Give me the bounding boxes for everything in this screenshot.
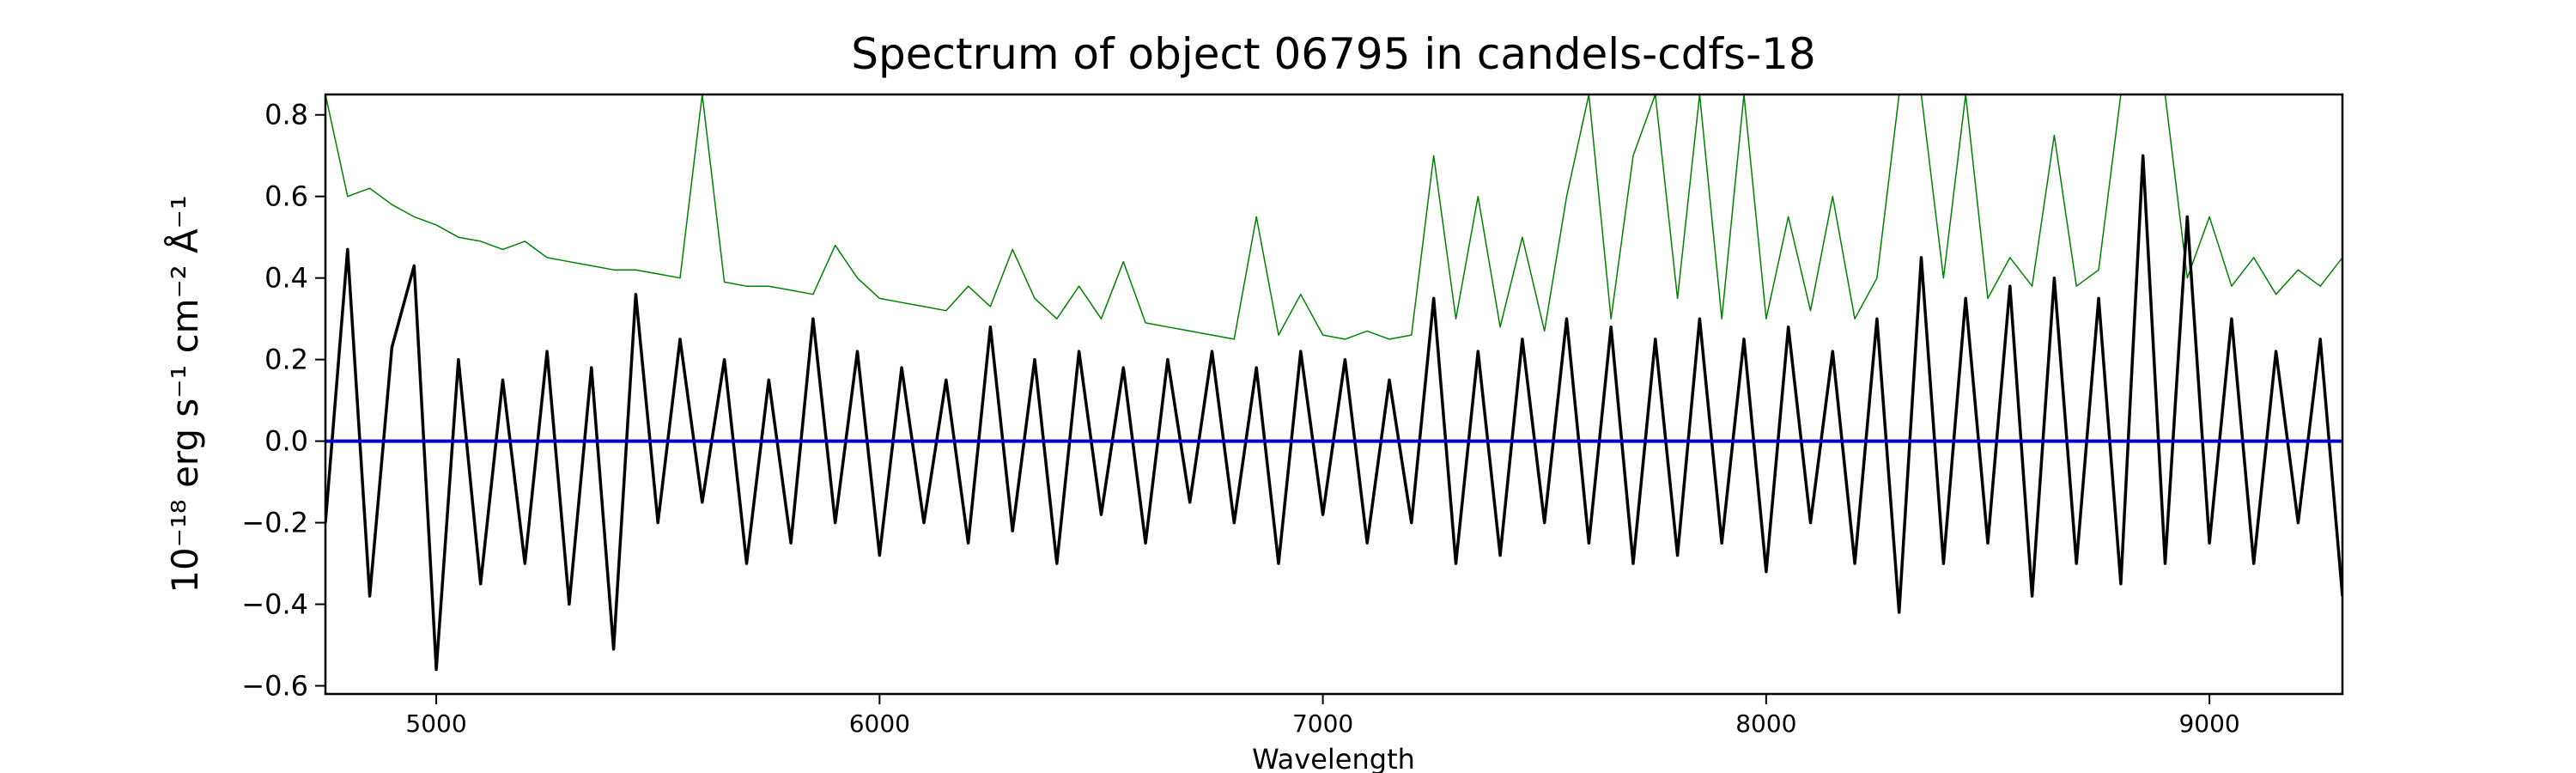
y-tick-label: −0.2 xyxy=(241,507,308,539)
y-tick-label: 0.0 xyxy=(264,425,308,458)
y-tick-label: 0.2 xyxy=(264,344,308,376)
x-tick-label: 8000 xyxy=(1735,709,1796,738)
x-tick-label: 5000 xyxy=(405,709,466,738)
x-axis-label: Wavelength xyxy=(1252,743,1415,773)
x-tick-label: 6000 xyxy=(849,709,910,738)
x-tick-label: 9000 xyxy=(2178,709,2239,738)
y-tick-label: 0.6 xyxy=(264,180,308,213)
spectrum-line xyxy=(325,154,2342,672)
plot-area xyxy=(325,94,2342,672)
y-tick-label: 0.8 xyxy=(264,99,308,131)
plot-frame xyxy=(324,93,2344,696)
y-tick-label: −0.6 xyxy=(241,670,308,703)
spectrum-line xyxy=(325,94,2342,340)
y-axis-label: 10⁻¹⁸ erg s⁻¹ cm⁻² Å⁻¹ xyxy=(163,195,206,593)
y-tick-label: −0.4 xyxy=(241,588,308,621)
y-tick-label: 0.4 xyxy=(264,262,308,295)
x-tick-label: 7000 xyxy=(1292,709,1353,738)
chart-title: Spectrum of object 06795 in candels-cdfs… xyxy=(851,29,1816,79)
